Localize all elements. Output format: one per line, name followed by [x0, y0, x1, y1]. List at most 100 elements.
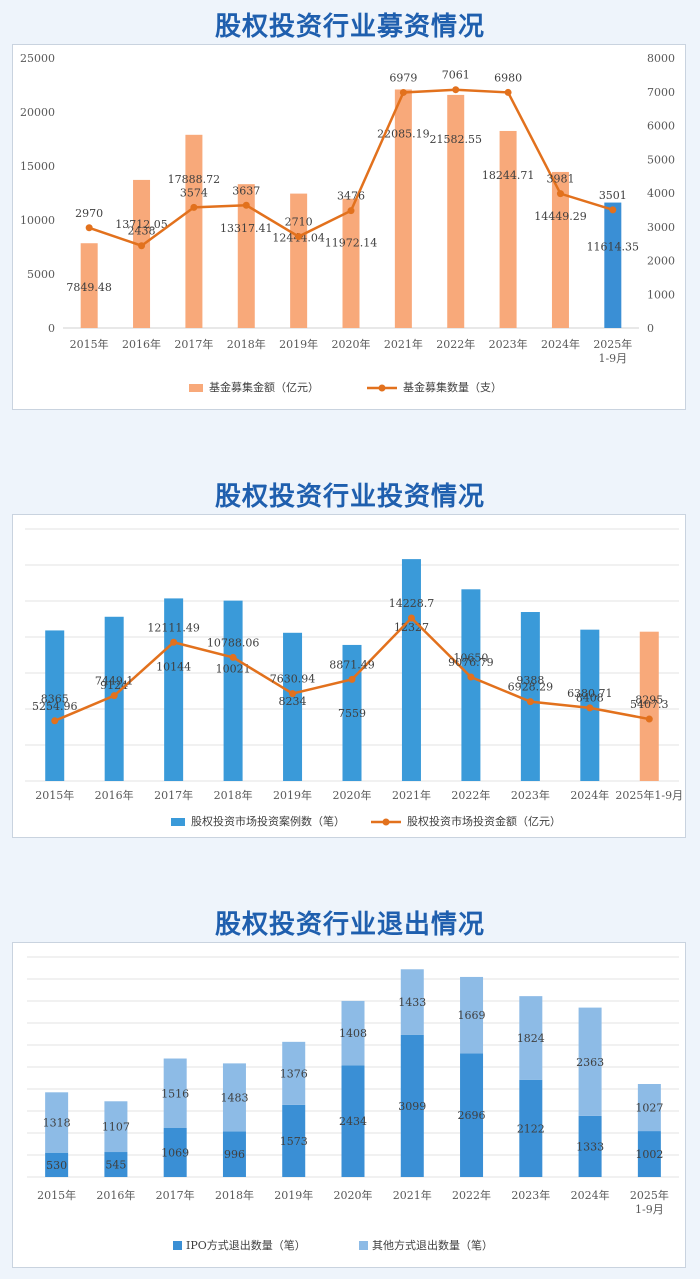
x-category-label: 2021年 [393, 1188, 432, 1202]
chart1-svg: 0 5000 10000 15000 20000 25000 0 1000 2000 3000 40… [20, 52, 675, 394]
investment-cases-bar [342, 644, 362, 781]
fundraising-count-point [609, 206, 617, 214]
chart1-title: 股权投资行业募资情况 [214, 12, 485, 42]
legend-cases-swatch [171, 818, 185, 826]
ipo-exit-label: 996 [224, 1148, 245, 1161]
fundraising-count-label: 7061 [442, 69, 470, 82]
y-right-tick-label: 4000 [647, 187, 675, 200]
x-category-label: 2016年 [122, 337, 161, 351]
ipo-exit-label: 1069 [161, 1147, 189, 1160]
fundraising-count-label: 2438 [128, 225, 156, 238]
other-exit-label: 1483 [220, 1091, 248, 1104]
fundraising-amount-bar [290, 193, 308, 328]
investment-amount-point [51, 717, 59, 725]
x-category-label: 2021年 [392, 788, 431, 802]
ipo-exit-bar [282, 1104, 306, 1177]
chart2-title: 股权投资行业投资情况 [214, 482, 485, 512]
x-category-label: 2022年 [452, 1188, 491, 1202]
fundraising-count-point [138, 242, 146, 250]
x-category-label: 2022年 [436, 337, 475, 351]
other-exit-bar [45, 1092, 69, 1153]
fundraising-amount-bar [133, 179, 151, 328]
investment-cases-bar [520, 612, 540, 781]
fundraising-count-label: 6980 [494, 71, 522, 84]
other-exit-bar [282, 1041, 306, 1105]
ipo-exit-label: 1573 [280, 1135, 308, 1148]
y-left-tick-label: 25000 [20, 52, 55, 65]
legend-count-label: 基金募集数量（支） [403, 380, 502, 394]
ipo-exit-bar [578, 1115, 602, 1177]
other-exit-bar [519, 996, 543, 1080]
legend-amount-marker [382, 818, 390, 826]
x-category-label: 2019年 [273, 788, 312, 802]
x-category-label: 2017年 [154, 788, 193, 802]
x-category-label: 2024年 [570, 788, 609, 802]
y-right-tick-label: 5000 [647, 153, 675, 166]
x-category-label: 2018年 [215, 1188, 254, 1202]
x-category-label: 2025年1-9月 [615, 788, 683, 802]
x-category-label: 2017年 [174, 337, 213, 351]
investment-amount-label: 14228.7 [389, 597, 435, 610]
investment-cases-label: 8295 [635, 694, 663, 707]
other-exit-bar [460, 976, 484, 1054]
ipo-exit-bar [222, 1131, 246, 1177]
investment-cases-label: 10650 [453, 651, 488, 664]
legend-amount-label: 股权投资市场投资金额（亿元） [407, 814, 561, 828]
fundraising-count-label: 2970 [75, 207, 103, 220]
investment-amount-label: 7630.94 [270, 673, 316, 686]
ipo-exit-bar [163, 1128, 187, 1177]
investment-cases-bar [45, 630, 65, 781]
y-left-tick-label: 15000 [20, 160, 55, 173]
fundraising-amount-label: 22085.19 [377, 127, 430, 140]
y-left-tick-label: 0 [48, 322, 55, 335]
y-right-tick-label: 6000 [647, 120, 675, 133]
ipo-exit-bar [104, 1152, 128, 1177]
other-exit-bar [341, 1000, 365, 1066]
fundraising-amount-bar [80, 243, 98, 328]
ipo-exit-label: 545 [105, 1159, 126, 1172]
legend-count-marker [378, 384, 386, 392]
other-exit-label: 1824 [517, 1032, 545, 1045]
fundraising-amount-label: 17888.72 [168, 173, 221, 186]
x-category-label: 2018年 [214, 788, 253, 802]
investment-amount-label: 9076.79 [448, 656, 494, 669]
legend-ipo-label: IPO方式退出数量（笔） [186, 1238, 306, 1252]
investment-amount-label: 6928.29 [508, 681, 554, 694]
y-left-tick-label: 10000 [20, 214, 55, 227]
x-category-label: 2023年 [511, 1188, 550, 1202]
x-category-label: 2015年 [35, 788, 74, 802]
fundraising-count-label: 3574 [180, 186, 208, 199]
other-exit-label: 1318 [43, 1117, 71, 1130]
chart3-panel: 530 1318 2015年 545 1107 2016年 1069 1516 2017年 996… [12, 942, 686, 1268]
fundraising-count-point [399, 88, 407, 96]
investment-cases-bar [283, 632, 303, 781]
other-exit-label: 1027 [635, 1102, 663, 1115]
ipo-exit-label: 3099 [398, 1100, 426, 1113]
investment-cases-bar [461, 589, 481, 781]
other-exit-bar [400, 969, 424, 1035]
ipo-exit-bar [460, 1053, 484, 1177]
y-right-tick-label: 2000 [647, 255, 675, 268]
x-category-label: 2017年 [156, 1188, 195, 1202]
legend-other-swatch [359, 1241, 368, 1250]
fundraising-count-label: 6979 [389, 71, 417, 84]
ipo-exit-bar [637, 1131, 661, 1177]
other-exit-bar [163, 1058, 187, 1129]
fundraising-amount-bar [551, 171, 569, 328]
other-exit-label: 1107 [102, 1121, 130, 1134]
x-category-label: 2020年 [332, 337, 371, 351]
investment-amount-label: 5254.96 [32, 700, 78, 713]
ipo-exit-label: 2434 [339, 1115, 367, 1128]
fundraising-amount-label: 7849.48 [66, 281, 112, 294]
chart1-panel: 0 5000 10000 15000 20000 25000 0 1000 2000 3000 40… [12, 44, 686, 410]
other-exit-label: 1376 [280, 1067, 308, 1080]
other-exit-bar [578, 1007, 602, 1116]
ipo-exit-label: 1002 [635, 1148, 663, 1161]
x-category-label: 2018年 [227, 337, 266, 351]
fundraising-count-label: 2710 [285, 216, 313, 229]
ipo-exit-bar [519, 1079, 543, 1177]
investment-amount-label: 7449.1 [95, 675, 134, 688]
other-exit-bar [104, 1101, 128, 1153]
